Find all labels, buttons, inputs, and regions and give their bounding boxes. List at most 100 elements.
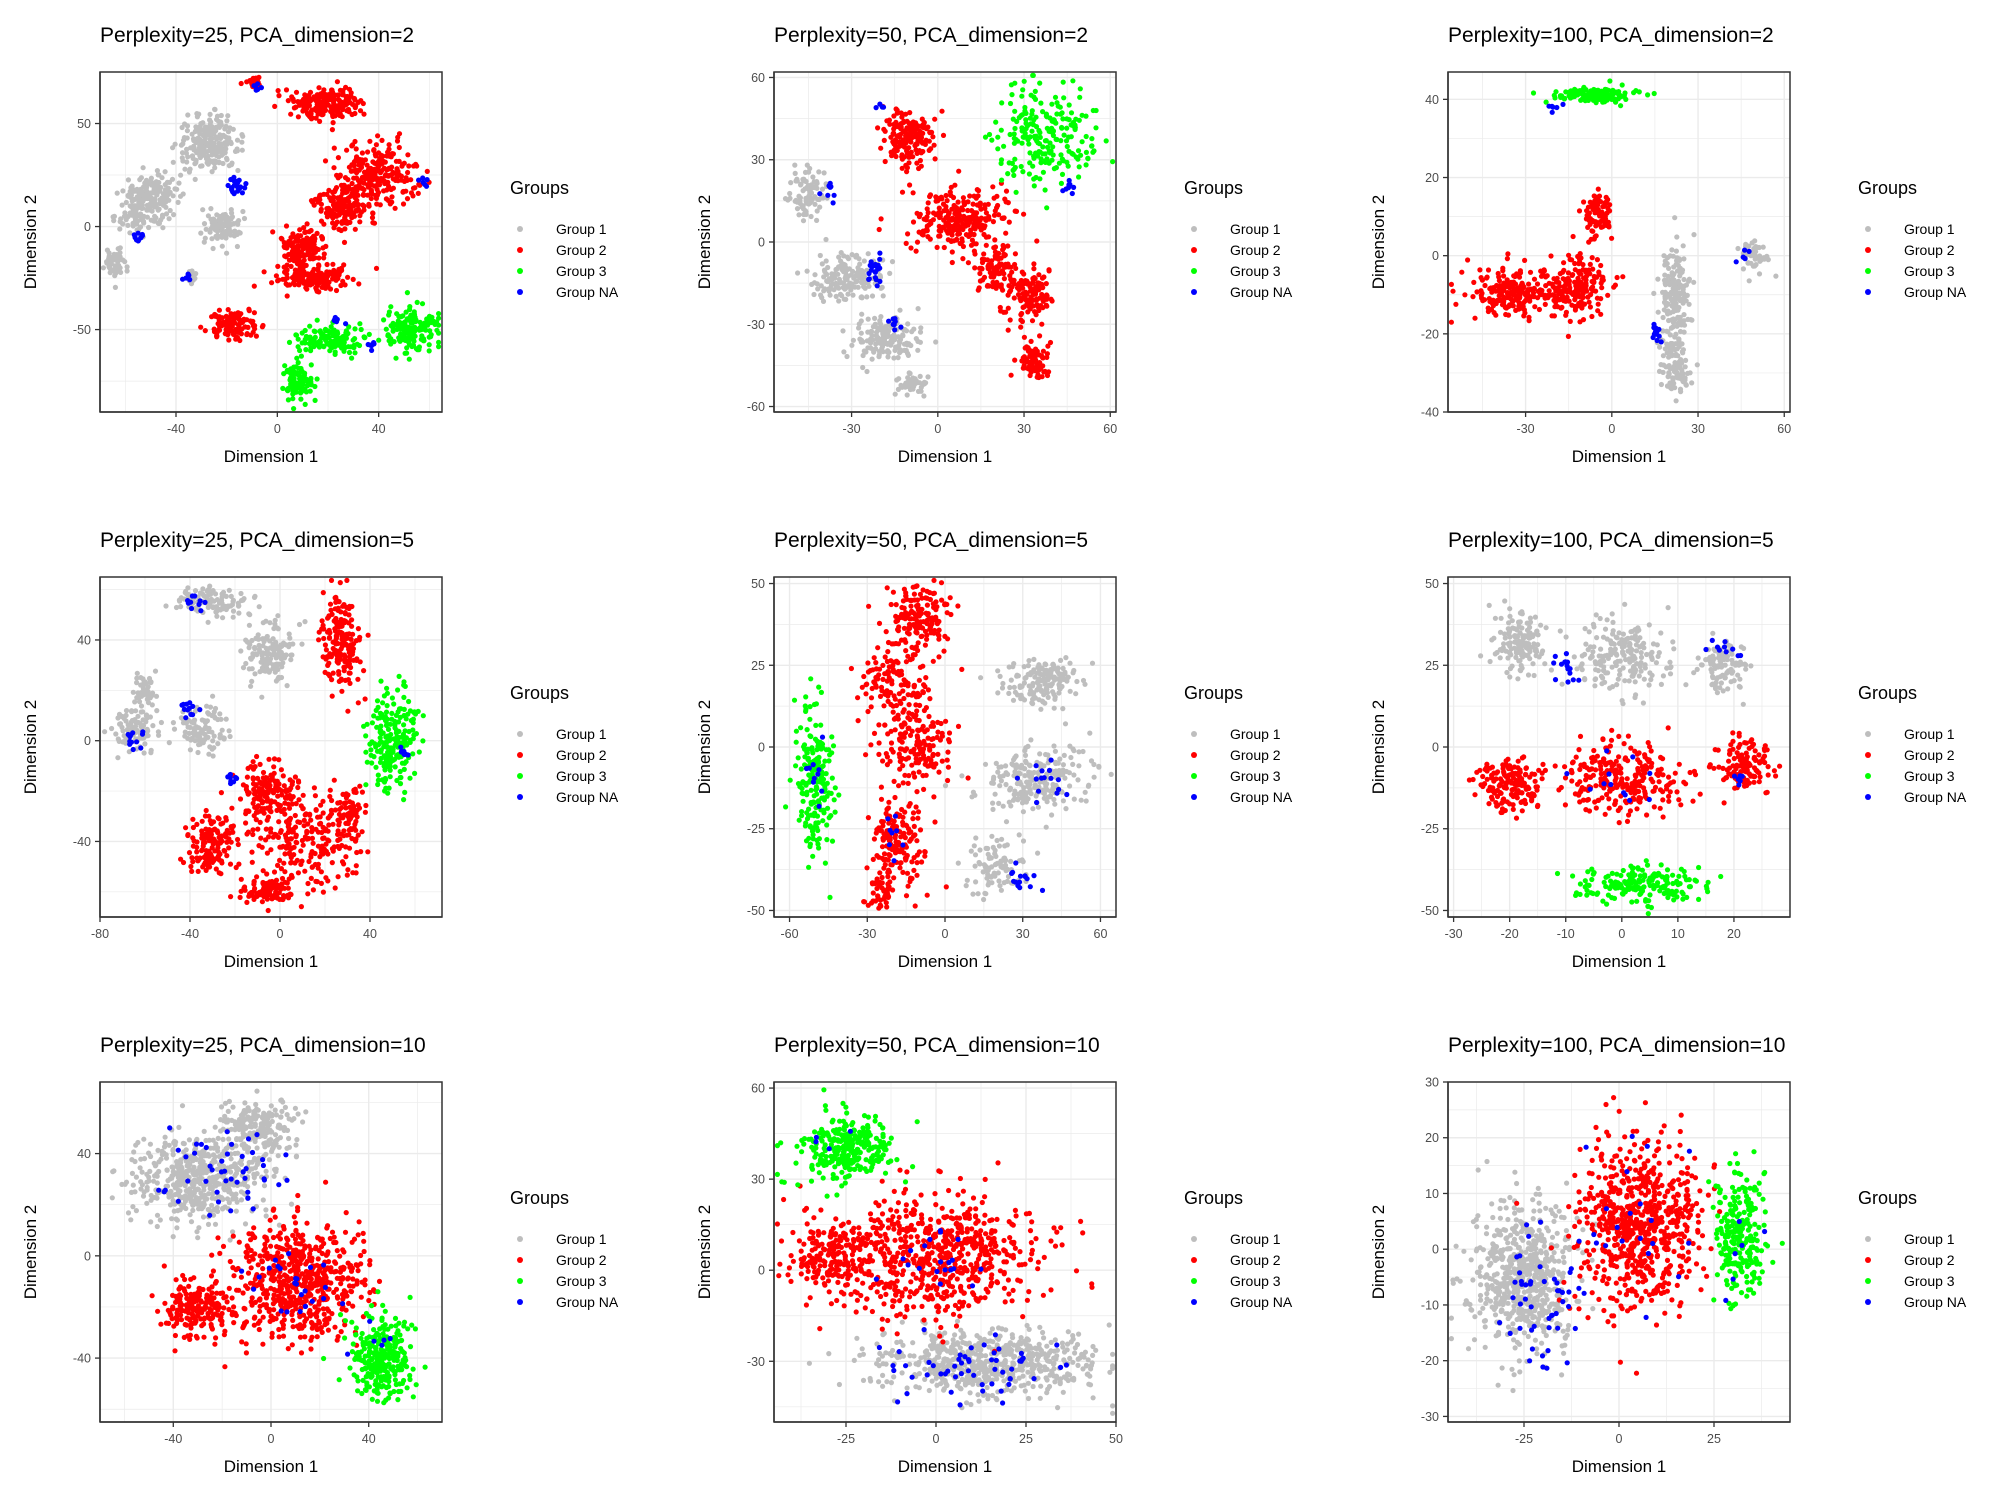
data-point (1036, 368, 1041, 373)
data-point (1089, 143, 1094, 148)
data-point (1054, 100, 1059, 105)
data-point (1049, 102, 1054, 107)
data-point (120, 221, 125, 226)
data-point (236, 601, 241, 606)
data-point (901, 120, 906, 125)
data-point (902, 348, 907, 353)
data-point (287, 631, 292, 636)
data-point (201, 133, 206, 138)
data-point (308, 90, 313, 95)
data-point (299, 642, 304, 647)
data-point (322, 251, 327, 256)
data-point (1028, 306, 1033, 311)
data-point (139, 206, 144, 211)
data-point (185, 128, 190, 133)
data-point (1028, 121, 1033, 126)
data-point (226, 329, 231, 334)
data-point (206, 620, 211, 625)
data-point (347, 350, 352, 355)
data-point (1595, 296, 1600, 301)
data-point (1547, 288, 1552, 293)
data-point (892, 327, 897, 332)
data-point (1735, 246, 1740, 251)
data-point (831, 200, 836, 205)
data-point (1070, 78, 1075, 83)
data-point (223, 140, 228, 145)
data-point (163, 187, 168, 192)
data-point (993, 208, 998, 213)
data-point (405, 152, 410, 157)
data-point (178, 604, 183, 609)
data-point (842, 297, 847, 302)
data-point (312, 329, 317, 334)
data-point (977, 266, 982, 271)
data-point (247, 623, 252, 628)
data-point (202, 221, 207, 226)
data-point (803, 209, 808, 214)
data-point (1021, 134, 1026, 139)
data-point (241, 317, 246, 322)
data-point (949, 239, 954, 244)
data-point (231, 127, 236, 132)
data-point (231, 598, 236, 603)
data-point (915, 211, 920, 216)
data-point (1567, 299, 1572, 304)
data-point (134, 237, 139, 242)
data-point (1543, 302, 1548, 307)
data-point (230, 324, 235, 329)
data-point (214, 334, 219, 339)
data-point (282, 253, 287, 258)
data-point (1028, 368, 1033, 373)
data-point (208, 112, 213, 117)
data-point (295, 246, 300, 251)
data-point (172, 727, 177, 732)
data-point (1651, 291, 1656, 296)
data-point (1687, 277, 1692, 282)
data-point (330, 262, 335, 267)
data-point (217, 308, 222, 313)
data-point (304, 334, 309, 339)
y-axis-label: Dimension 2 (1369, 195, 1388, 290)
data-point (319, 219, 324, 224)
data-point (864, 294, 869, 299)
data-point (238, 648, 243, 653)
data-point (312, 279, 317, 284)
data-point (276, 626, 281, 631)
data-point (909, 127, 914, 132)
data-point (1561, 284, 1566, 289)
data-point (265, 657, 270, 662)
data-point (1522, 258, 1527, 263)
data-point (359, 327, 364, 332)
data-point (1663, 281, 1668, 286)
data-point (381, 317, 386, 322)
data-point (859, 331, 864, 336)
data-point (393, 206, 398, 211)
data-point (1031, 73, 1036, 78)
data-point (861, 284, 866, 289)
data-point (427, 348, 432, 353)
data-point (927, 194, 932, 199)
data-point (850, 293, 855, 298)
data-point (947, 210, 952, 215)
data-point (331, 165, 336, 170)
data-point (276, 676, 281, 681)
data-point (1498, 298, 1503, 303)
data-point (412, 185, 417, 190)
data-point (1567, 282, 1572, 287)
data-point (1479, 275, 1484, 280)
data-point (1609, 236, 1614, 241)
data-point (294, 90, 299, 95)
data-point (954, 218, 959, 223)
data-point (1658, 362, 1663, 367)
data-point (131, 690, 136, 695)
data-point (308, 114, 313, 119)
data-point (1591, 280, 1596, 285)
data-point (294, 356, 299, 361)
data-point (1076, 148, 1081, 153)
data-point (823, 237, 828, 242)
data-point (895, 111, 900, 116)
data-point (330, 272, 335, 277)
data-point (1588, 304, 1593, 309)
